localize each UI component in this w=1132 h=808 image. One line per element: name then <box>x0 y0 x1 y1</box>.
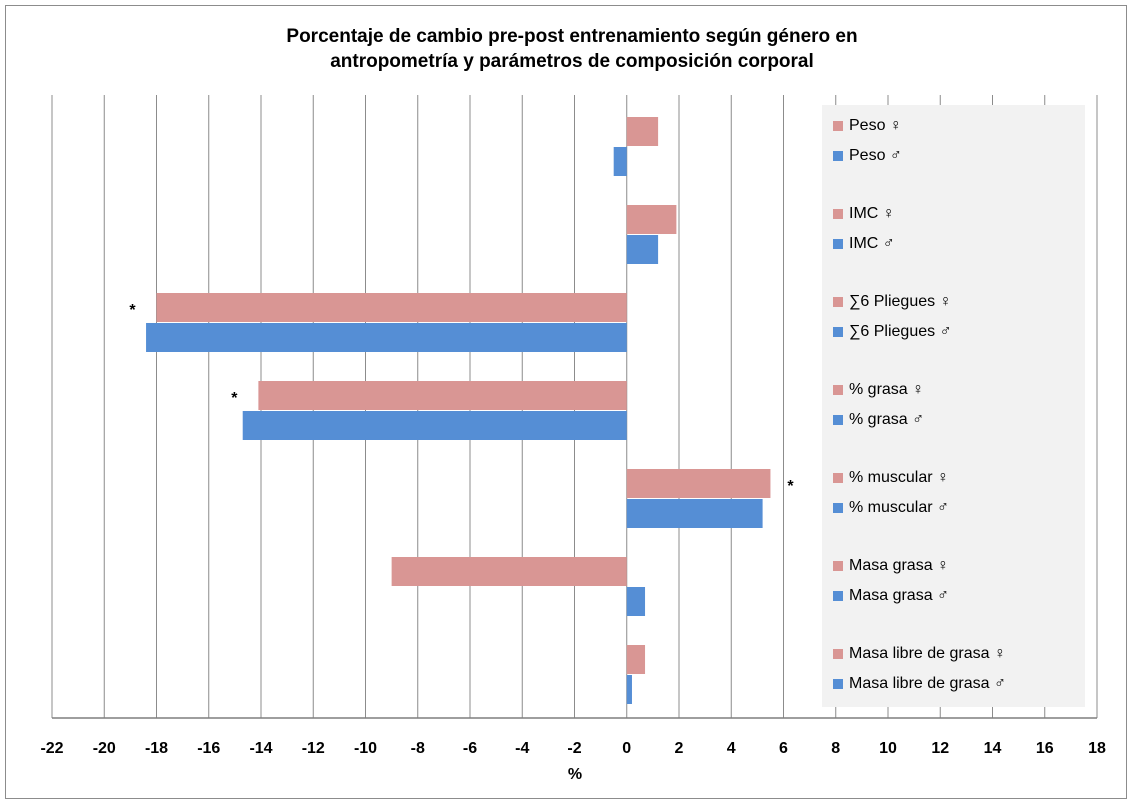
x-tick-label: -4 <box>515 740 529 757</box>
x-tick-label: 0 <box>622 740 631 757</box>
annotation: * <box>787 478 794 495</box>
legend-label: Masa grasa ♂ <box>849 587 949 604</box>
legend-swatch <box>833 209 843 219</box>
x-tick-label: -6 <box>463 740 477 757</box>
bar <box>626 675 632 704</box>
legend-label: % grasa ♀ <box>849 381 924 398</box>
legend-label: Masa grasa ♀ <box>849 557 949 574</box>
legend-swatch <box>833 679 843 689</box>
x-tick-label: 2 <box>675 740 684 757</box>
legend-swatch <box>833 327 843 337</box>
x-tick-label: -18 <box>145 740 168 757</box>
legend-label: Peso ♂ <box>849 147 902 164</box>
bar <box>626 499 763 528</box>
bar <box>156 293 627 322</box>
x-tick-label: 16 <box>1036 740 1054 757</box>
legend-swatch <box>833 561 843 571</box>
bar <box>626 235 659 264</box>
x-tick-label: -12 <box>302 740 325 757</box>
x-tick-label: 14 <box>984 740 1002 757</box>
bar <box>258 381 627 410</box>
annotation: * <box>129 302 136 319</box>
bar <box>613 147 627 176</box>
x-tick-label: -16 <box>197 740 220 757</box>
legend-label: Masa libre de grasa ♀ <box>849 645 1006 662</box>
legend-box <box>822 105 1085 707</box>
annotation: * <box>231 390 238 407</box>
bar <box>391 557 627 586</box>
x-tick-label: -14 <box>249 740 272 757</box>
bar <box>626 117 659 146</box>
legend-swatch <box>833 415 843 425</box>
x-tick-label: 12 <box>931 740 949 757</box>
legend-swatch <box>833 385 843 395</box>
legend-swatch <box>833 151 843 161</box>
x-tick-label: 4 <box>727 740 736 757</box>
bar <box>146 323 627 352</box>
x-tick-label: 18 <box>1088 740 1106 757</box>
legend-swatch <box>833 503 843 513</box>
legend-label: % muscular ♀ <box>849 469 949 486</box>
x-axis-label: % <box>568 766 582 783</box>
legend-swatch <box>833 239 843 249</box>
legend-swatch <box>833 473 843 483</box>
x-tick-label: 6 <box>779 740 788 757</box>
x-tick-label: 8 <box>831 740 840 757</box>
x-tick-label: -20 <box>93 740 116 757</box>
chart-title: antropometría y parámetros de composició… <box>330 51 814 72</box>
legend-label: Peso ♀ <box>849 117 902 134</box>
x-tick-label: 10 <box>879 740 897 757</box>
legend-label: ∑6 Pliegues ♂ <box>849 323 952 340</box>
legend-label: IMC ♂ <box>849 235 895 252</box>
bar <box>626 645 646 674</box>
legend-label: % grasa ♂ <box>849 411 924 428</box>
legend-swatch <box>833 297 843 307</box>
x-tick-label: -22 <box>40 740 63 757</box>
legend-label: ∑6 Pliegues ♀ <box>849 293 952 310</box>
bar <box>626 205 677 234</box>
legend-swatch <box>833 591 843 601</box>
bar <box>242 411 627 440</box>
x-tick-label: -10 <box>354 740 377 757</box>
legend-label: IMC ♀ <box>849 205 895 222</box>
x-tick-label: -2 <box>567 740 581 757</box>
chart-title: Porcentaje de cambio pre-post entrenamie… <box>286 26 857 47</box>
legend-swatch <box>833 121 843 131</box>
legend-label: % muscular ♂ <box>849 499 949 516</box>
bar <box>626 469 771 498</box>
legend-swatch <box>833 649 843 659</box>
bar <box>626 587 646 616</box>
x-tick-label: -8 <box>411 740 425 757</box>
legend-label: Masa libre de grasa ♂ <box>849 675 1006 692</box>
